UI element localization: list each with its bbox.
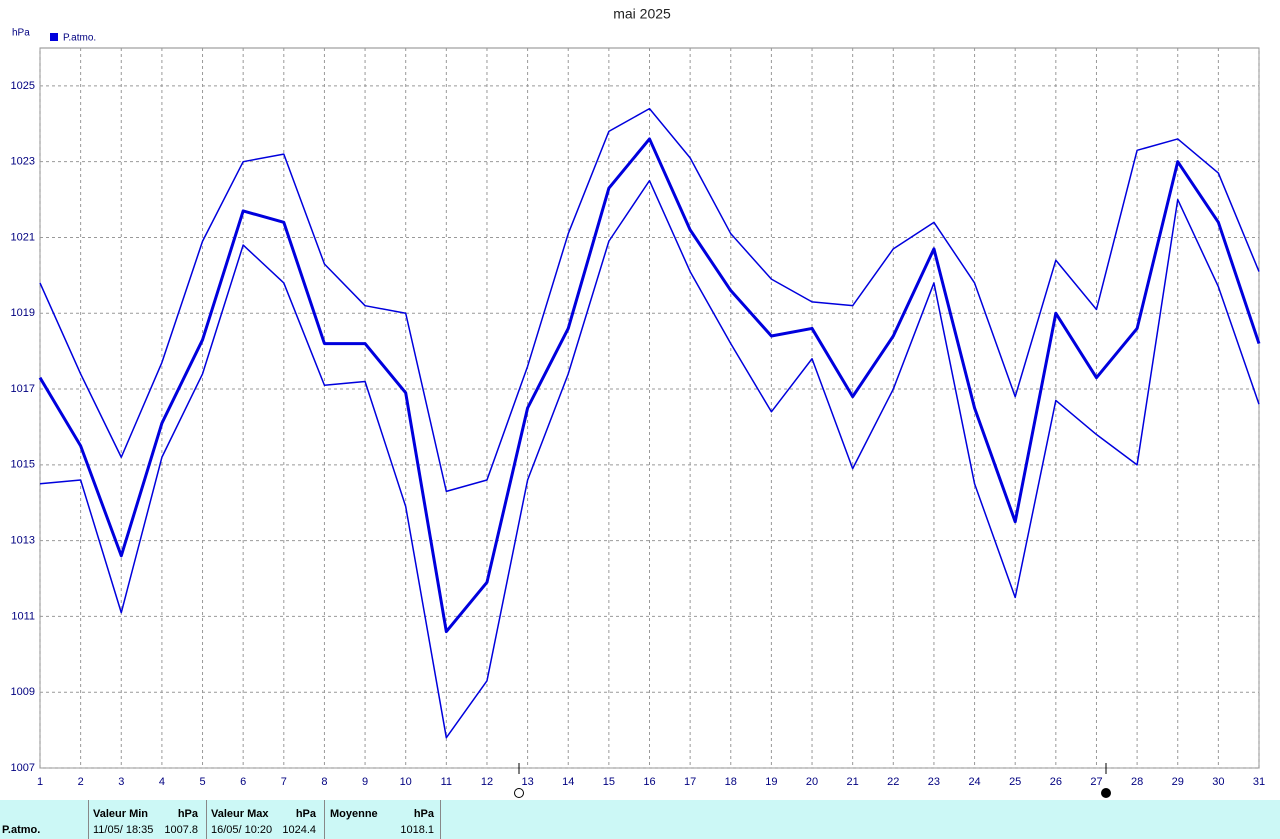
summary-table: P.atmo. Valeur Min hPa 11/05/ 18:35 1007… [0,800,1280,839]
x-tick-label: 23 [928,776,940,788]
y-tick-label: 1019 [11,307,35,319]
x-tick-label: 26 [1050,776,1062,788]
legend-label: P.atmo. [63,33,96,44]
summary-cell: P.atmo. [0,800,89,839]
legend-swatch [50,33,58,41]
value: 1018.1 [400,824,434,836]
chart: mai 2025 hPa P.atmo. 1007100910111013101… [11,6,1265,798]
y-tick-label: 1023 [11,156,35,168]
y-tick-label: 1015 [11,459,35,471]
y-tick-label: 1011 [11,610,35,622]
series-line [39,179,1260,739]
x-tick-label: 30 [1212,776,1224,788]
value: 1024.4 [282,824,316,836]
chart-title: mai 2025 [613,6,671,22]
x-tick-label: 27 [1090,776,1102,788]
column-header: Valeur Max [211,808,269,820]
x-tick-label: 11 [441,776,452,788]
column-unit: hPa [295,808,316,820]
x-tick-label: 3 [118,776,124,788]
column-unit: hPa [413,808,434,820]
x-tick-label: 15 [603,776,615,788]
y-axis-unit: hPa [12,28,30,39]
date: 11/05/ 18:35 [93,824,154,836]
x-tick-label: 25 [1009,776,1021,788]
y-tick-label: 1013 [11,535,35,547]
date: 16/05/ 10:20 [211,824,273,836]
x-tick-label: 24 [968,776,980,788]
new-moon-icon [1101,788,1111,798]
x-tick-label: 7 [281,776,287,788]
y-tick-label: 1007 [11,762,35,774]
x-tick-label: 28 [1131,776,1143,788]
x-tick-label: 17 [684,776,696,788]
series-line [38,137,1261,634]
y-tick-label: 1025 [11,80,35,92]
y-tick-label: 1009 [11,686,35,698]
x-tick-label: 2 [78,776,84,788]
value: 1007.8 [164,824,198,836]
full-moon-icon [514,788,524,798]
x-tick-label: 5 [199,776,205,788]
x-tick-label: 6 [240,776,246,788]
x-tick-label: 19 [765,776,777,788]
x-tick-label: 10 [400,776,412,788]
column-header: Moyenne [330,808,378,820]
column-header: Valeur Min [93,808,149,820]
x-tick-label: 31 [1253,776,1265,788]
y-tick-label: 1021 [11,231,35,243]
row-label: P.atmo. [2,824,41,836]
x-tick-label: 21 [847,776,859,788]
x-tick-label: 9 [362,776,368,788]
column-unit: hPa [177,808,198,820]
summary-cell: Moyenne hPa 1018.1 [325,800,441,839]
series-line [39,107,1260,493]
y-tick-label: 1017 [11,383,35,395]
x-tick-label: 8 [321,776,327,788]
summary-cell: Valeur Min hPa 11/05/ 18:35 1007.8 [89,800,207,839]
x-tick-label: 29 [1172,776,1184,788]
x-tick-label: 22 [887,776,899,788]
x-tick-label: 16 [643,776,655,788]
summary-cell: Valeur Max hPa 16/05/ 10:20 1024.4 [207,800,325,839]
x-tick-label: 1 [37,776,43,788]
x-tick-label: 12 [481,776,493,788]
x-tick-label: 14 [562,776,574,788]
x-tick-label: 4 [159,776,165,788]
x-tick-label: 20 [806,776,818,788]
x-tick-label: 13 [521,776,533,788]
x-tick-label: 18 [725,776,737,788]
